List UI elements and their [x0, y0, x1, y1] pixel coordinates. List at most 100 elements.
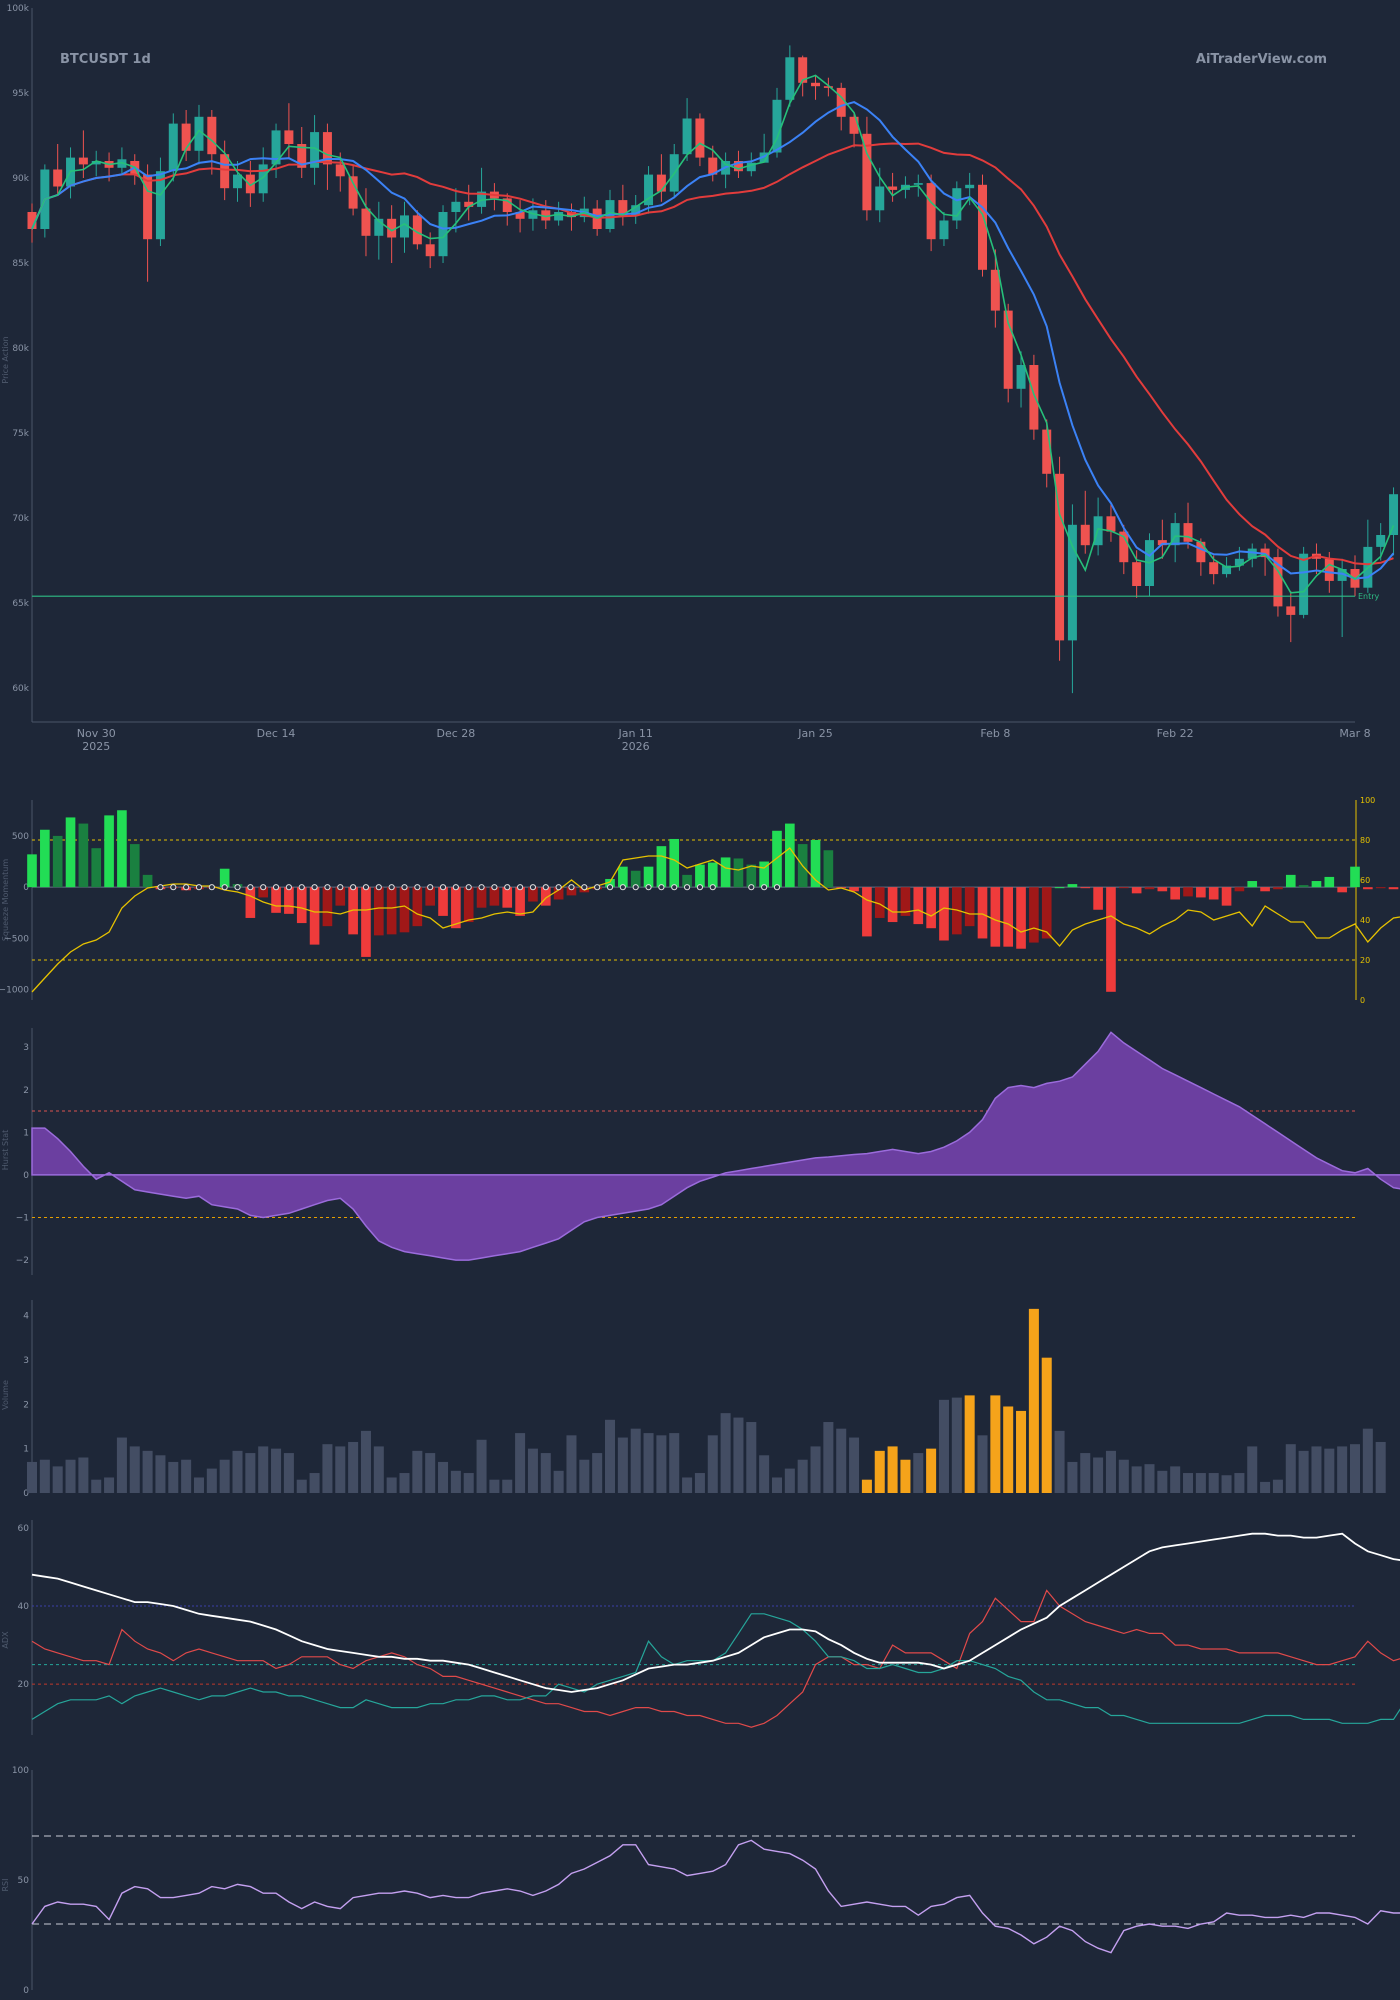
candle[interactable] — [399, 201, 409, 253]
candle[interactable] — [811, 76, 821, 100]
candle[interactable] — [1106, 504, 1116, 542]
candle[interactable] — [631, 195, 641, 224]
adx-panel[interactable]: ADX 20 40 60 — [1, 1520, 1400, 1735]
candle[interactable] — [1119, 524, 1129, 575]
candle[interactable] — [412, 210, 422, 250]
candle[interactable] — [515, 200, 525, 233]
candle[interactable] — [939, 212, 949, 246]
candle-body — [1183, 523, 1193, 542]
candle[interactable] — [849, 113, 859, 148]
squeeze-bar — [1118, 887, 1129, 889]
squeeze-bar — [707, 862, 718, 888]
candle[interactable] — [926, 174, 936, 252]
candle[interactable] — [1016, 351, 1026, 408]
volume-panel[interactable]: Volume 0 1 2 3 4 — [1, 1300, 1386, 1499]
candle[interactable] — [862, 116, 872, 221]
candle[interactable] — [990, 249, 1000, 328]
volume-bar — [116, 1437, 127, 1493]
candle[interactable] — [733, 150, 743, 178]
candle[interactable] — [1003, 303, 1013, 403]
y-tick-label: 2 — [23, 1400, 29, 1410]
candle[interactable] — [258, 147, 268, 202]
candle[interactable] — [143, 164, 153, 282]
candle[interactable] — [644, 166, 654, 214]
y-tick-label: 0 — [23, 1986, 29, 1996]
candle[interactable] — [438, 205, 448, 263]
candle[interactable] — [233, 161, 243, 202]
candle[interactable] — [528, 198, 538, 231]
candle[interactable] — [785, 45, 795, 107]
hurst-stat-panel[interactable]: Hurst Stat −2 −1 0 1 2 3 — [1, 1028, 1400, 1275]
candle[interactable] — [772, 87, 782, 158]
candle[interactable] — [284, 103, 294, 158]
volume-bar — [617, 1437, 628, 1493]
candle[interactable] — [1157, 519, 1167, 559]
candle[interactable] — [798, 55, 808, 97]
candle[interactable] — [1247, 543, 1257, 568]
squeeze-momentum-panel[interactable]: Squeeze Momentum −1000 −500 0 500 0 20 40 60 80 1… — [0, 796, 1400, 1005]
candle[interactable] — [310, 115, 320, 185]
candle[interactable] — [53, 144, 63, 195]
candle[interactable] — [1337, 558, 1347, 637]
candle[interactable] — [207, 110, 217, 175]
candle-body — [168, 123, 178, 172]
candle-body — [1389, 494, 1399, 535]
candle[interactable] — [245, 161, 255, 207]
squeeze-bar — [1029, 887, 1039, 943]
squeeze-bar — [65, 817, 76, 888]
candle[interactable] — [1286, 591, 1296, 643]
candle-body — [733, 161, 743, 172]
candle[interactable] — [1042, 419, 1052, 488]
rsi-panel[interactable]: RSI 0 50 100 — [1, 1766, 1400, 1996]
candle[interactable] — [297, 127, 307, 178]
candle[interactable] — [1299, 546, 1309, 619]
candle[interactable] — [1132, 550, 1142, 598]
candle[interactable] — [464, 184, 474, 221]
squeeze-dot — [478, 884, 485, 891]
candle[interactable] — [1273, 548, 1283, 617]
squeeze-bar — [258, 887, 269, 898]
candle[interactable] — [823, 77, 833, 97]
candle[interactable] — [194, 104, 204, 165]
candle[interactable] — [1055, 456, 1065, 661]
candle[interactable] — [451, 188, 461, 233]
candle[interactable] — [695, 113, 705, 167]
candle[interactable] — [1029, 354, 1039, 440]
candle[interactable] — [1376, 523, 1386, 561]
candle[interactable] — [1389, 487, 1399, 556]
candle[interactable] — [387, 205, 397, 263]
candle-body — [695, 118, 705, 158]
price-panel[interactable]: BTCUSDT 1d AiTraderView.com Price Action… — [1, 4, 1399, 753]
candle[interactable] — [181, 110, 191, 161]
candle[interactable] — [27, 203, 37, 243]
volume-bar — [707, 1435, 718, 1493]
candle[interactable] — [978, 174, 988, 277]
candle[interactable] — [888, 172, 898, 202]
candle[interactable] — [91, 150, 101, 177]
candle[interactable] — [965, 172, 975, 206]
candle[interactable] — [502, 193, 512, 226]
candle[interactable] — [952, 181, 962, 229]
candle[interactable] — [1260, 543, 1270, 576]
candle[interactable] — [618, 184, 628, 226]
candle[interactable] — [541, 200, 551, 229]
y-tick-label: 4 — [23, 1312, 29, 1322]
candle[interactable] — [155, 157, 165, 246]
candle[interactable] — [1196, 538, 1206, 576]
candle[interactable] — [477, 167, 487, 214]
candle[interactable] — [1183, 502, 1193, 549]
candle[interactable] — [322, 123, 332, 190]
candle[interactable] — [1067, 504, 1077, 694]
squeeze-bar — [939, 887, 949, 941]
candle-body — [978, 184, 988, 270]
candle[interactable] — [682, 98, 692, 161]
candle[interactable] — [656, 154, 666, 202]
candle[interactable] — [348, 164, 358, 216]
candle[interactable] — [361, 188, 371, 257]
squeeze-dot — [427, 884, 434, 891]
candle[interactable] — [708, 145, 718, 182]
squeeze-dot — [452, 884, 459, 891]
candle[interactable] — [1080, 490, 1090, 554]
volume-bar — [1221, 1475, 1232, 1493]
candle[interactable] — [374, 201, 384, 260]
